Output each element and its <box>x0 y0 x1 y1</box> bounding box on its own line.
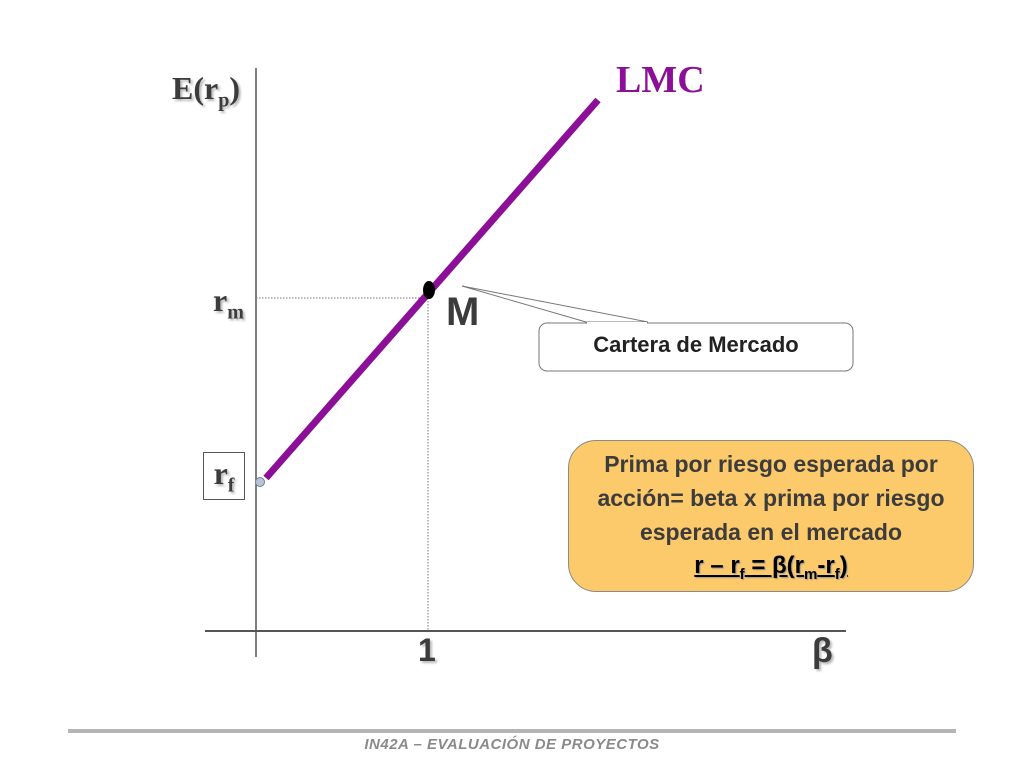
x-tick-one: 1 <box>418 632 436 668</box>
premium-line-3: esperada en el mercado <box>639 519 903 545</box>
premium-line-2: acción= beta x prima por riesgo <box>597 485 945 511</box>
rm-label: rm <box>213 282 244 324</box>
rf-label: rf <box>203 452 245 500</box>
footer-title: IN42A – EVALUACIÓN DE PROYECTOS <box>364 736 660 753</box>
premium-formula: r – rf = β(rm-rf) <box>694 552 848 583</box>
callout-text: Cartera de Mercado <box>593 332 799 357</box>
market-point <box>423 281 435 299</box>
x-axis-label: β <box>812 632 833 670</box>
callout-pointer <box>461 285 649 323</box>
premium-box: Prima por riesgo esperada por acción= be… <box>568 440 974 592</box>
y-axis-label: E(rp) <box>172 70 240 112</box>
premium-line-1: Prima por riesgo esperada por <box>604 451 938 477</box>
callout-box <box>538 322 854 372</box>
rf-point <box>255 477 265 487</box>
market-point-label: M <box>446 290 480 334</box>
lmc-label: LMC <box>616 59 705 101</box>
